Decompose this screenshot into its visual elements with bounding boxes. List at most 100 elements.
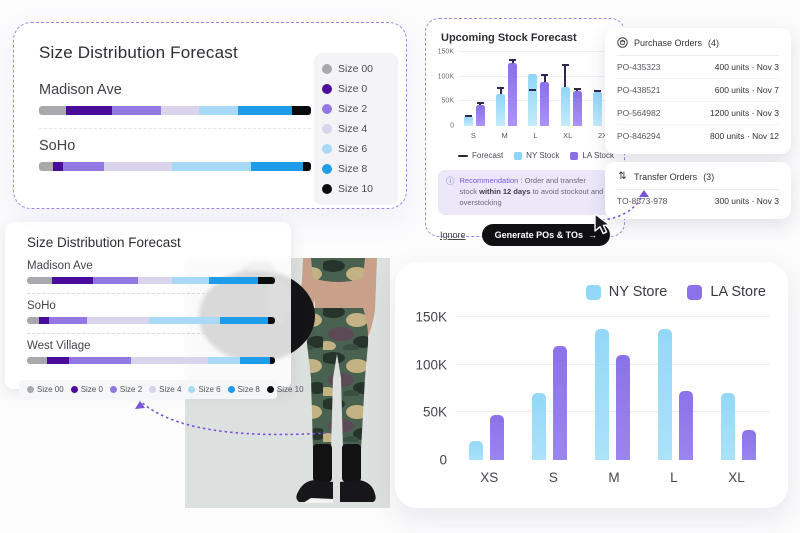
bar-group-m — [595, 317, 630, 460]
bar-fill — [721, 393, 735, 460]
x-axis: XS S M L XL — [455, 470, 770, 485]
transfer-orders-header: ⇅ Transfer Orders (3) — [617, 171, 779, 190]
bar-ny-store — [532, 317, 546, 460]
legend-item: Size 00 — [27, 385, 64, 394]
stock-forecast-chart: 0 50K 100K 150K S M L XL 2X — [438, 49, 620, 140]
gridline — [458, 100, 620, 102]
segment-size-6 — [148, 317, 221, 324]
legend-item: NY Stock — [514, 151, 559, 160]
segment-size-00 — [27, 317, 40, 324]
arrow-right-icon: → — [588, 229, 597, 240]
y-axis-tick: 0 — [450, 122, 454, 130]
store-label: Madison Ave — [27, 260, 93, 272]
bar-ny-stock — [496, 52, 506, 126]
legend-item: Size 10 — [266, 385, 304, 394]
bar-fill — [490, 415, 504, 460]
x-axis-label: L — [670, 470, 678, 485]
legend-label: Size 10 — [338, 183, 374, 195]
gridline — [455, 363, 770, 365]
bar-fill — [463, 116, 473, 126]
segment-size-6 — [172, 162, 252, 171]
forecast-whisker — [464, 115, 472, 118]
legend-swatch — [322, 64, 332, 74]
legend-item: Forecast — [458, 151, 503, 160]
segment-size-0 — [66, 106, 113, 115]
bar-group-xs — [469, 317, 504, 460]
size-distribution-bar — [27, 277, 275, 284]
segment-size-10 — [291, 106, 311, 115]
legend-label: Size 10 — [276, 385, 304, 394]
legend-swatch — [514, 151, 523, 160]
bar-group-xl — [721, 317, 756, 460]
y-axis-tick: 100K — [437, 73, 454, 81]
y-axis-tick: 150K — [437, 48, 454, 56]
segment-size-0 — [51, 277, 94, 284]
card-footer: Ignore Generate POs & TOs → — [440, 223, 610, 246]
legend-swatch — [322, 84, 332, 94]
store-label: SoHo — [27, 300, 56, 312]
x-axis-label: S — [470, 131, 476, 140]
segment-size-6 — [171, 277, 209, 284]
card-title: Upcoming Stock Forecast — [441, 32, 577, 44]
size-legend-horizontal: Size 00 Size 0 Size 2 Size 4 Size 6 Size 8 Siz… — [19, 380, 304, 399]
legend-item: Size 4 — [149, 385, 181, 394]
bar-ny-stock — [463, 52, 473, 126]
legend-label: LA Stock — [582, 151, 614, 160]
legend-label: Size 0 — [80, 385, 103, 394]
order-row: TO-8573-978 300 units · Nov 3 — [617, 190, 779, 212]
bar-la-store — [679, 317, 693, 460]
bar-groups — [455, 317, 770, 460]
size-distribution-card-top: Size Distribution Forecast Madison Ave So… — [13, 22, 407, 209]
segment-size-0 — [52, 162, 64, 171]
bar-groups — [458, 52, 620, 126]
size-distribution-card-mid: Size Distribution Forecast Madison Ave So… — [5, 222, 304, 399]
legend-label: Size 6 — [198, 385, 221, 394]
gridline — [458, 51, 620, 52]
legend-label: NY Store — [608, 284, 668, 300]
y-axis-tick: 50K — [422, 404, 447, 420]
bar-group-s — [532, 317, 567, 460]
order-id: TO-8573-978 — [617, 196, 668, 206]
order-detail: 1200 units · Nov 3 — [710, 108, 779, 118]
legend-item: Size 2 — [322, 103, 390, 115]
size-distribution-bar — [39, 162, 311, 171]
forecast-whisker — [594, 89, 602, 93]
order-row: PO-438521 600 units · Nov 7 — [617, 78, 779, 101]
legend-item: NY Store — [585, 284, 668, 300]
store-row-madison-ave: Madison Ave — [39, 73, 311, 128]
legend-swatch — [227, 386, 235, 393]
legend-item: Size 8 — [322, 163, 390, 175]
bar-fill — [528, 73, 538, 126]
bar-group-m — [496, 52, 518, 126]
order-id: PO-438521 — [617, 85, 661, 95]
x-axis: S M L XL 2X — [458, 131, 620, 140]
bar-fill — [553, 345, 567, 460]
bar-fill — [469, 440, 483, 460]
bar-ny-store — [721, 317, 735, 460]
legend-label: Size 2 — [119, 385, 143, 394]
order-row: PO-564982 1200 units · Nov 3 — [617, 101, 779, 124]
stacked-bar-rows: Madison Ave SoHo West Village — [27, 254, 275, 373]
legend-label: Size 6 — [338, 143, 368, 155]
legend-label: LA Store — [710, 284, 766, 300]
bar-ny-store — [469, 317, 483, 460]
legend-item: Size 6 — [188, 385, 221, 394]
legend-swatch — [322, 144, 332, 154]
segment-size-00 — [39, 162, 53, 171]
section-title: Transfer Orders — [634, 171, 698, 182]
store-row-west-village: West Village — [27, 333, 275, 373]
legend-swatch — [149, 386, 157, 393]
bar-fill — [593, 92, 603, 126]
segment-size-8 — [208, 277, 258, 284]
legend-item: Size 10 — [322, 183, 390, 195]
order-id: PO-846294 — [617, 131, 661, 141]
bar-group-l — [658, 317, 693, 460]
ignore-link[interactable]: Ignore — [440, 229, 466, 240]
legend-label: Size 0 — [338, 83, 368, 95]
segment-size-2 — [112, 106, 162, 115]
generate-pos-tos-button[interactable]: Generate POs & TOs → — [481, 223, 610, 246]
legend-label: Size 00 — [338, 63, 374, 75]
size-distribution-bar — [27, 357, 275, 364]
segment-size-0 — [46, 357, 70, 364]
